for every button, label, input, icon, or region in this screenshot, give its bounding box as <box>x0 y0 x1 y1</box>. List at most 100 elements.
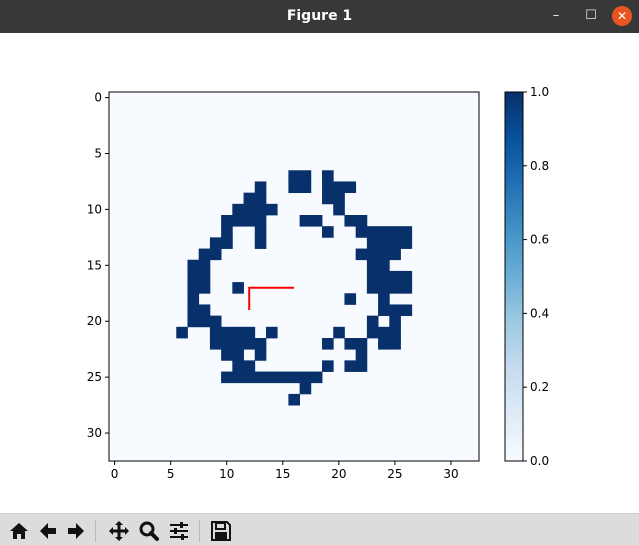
occupied-cell <box>221 338 233 350</box>
occupied-cell <box>322 226 334 238</box>
occupied-cell <box>344 181 357 194</box>
occupied-cell <box>187 259 200 272</box>
forward-button[interactable] <box>63 518 89 544</box>
maximize-button[interactable]: ☐ <box>585 8 597 23</box>
save-button[interactable] <box>208 518 234 544</box>
occupied-cell <box>389 315 401 328</box>
colorbar-tick-label: 0.2 <box>530 380 549 394</box>
occupied-cell <box>322 192 334 205</box>
occupied-cell <box>355 226 368 238</box>
occupied-cell <box>299 371 312 384</box>
occupied-cell <box>389 338 401 350</box>
occupied-cell <box>322 170 334 182</box>
y-tick-label: 0 <box>94 91 102 105</box>
pan-button[interactable] <box>106 518 132 544</box>
occupied-cell <box>344 293 357 305</box>
occupied-cell <box>254 192 267 205</box>
occupied-cell <box>254 371 267 384</box>
zoom-button[interactable] <box>136 518 162 544</box>
y-tick-label: 10 <box>87 202 102 216</box>
occupied-cell <box>400 304 413 317</box>
x-tick-label: 0 <box>111 467 119 481</box>
occupied-cell <box>378 270 390 283</box>
occupied-cell <box>310 215 323 227</box>
occupied-cell <box>232 282 244 294</box>
close-button[interactable]: ✕ <box>612 6 632 26</box>
y-tick-label: 25 <box>87 370 102 384</box>
occupied-cell <box>288 371 300 384</box>
occupied-cell <box>400 237 413 249</box>
occupied-cell <box>232 371 244 384</box>
colorbar-tick-label: 0.0 <box>530 454 549 468</box>
occupied-cell <box>310 371 323 384</box>
occupied-cell <box>288 170 300 182</box>
occupied-cell <box>378 237 390 249</box>
plot-frame <box>108 91 480 462</box>
occupied-cell <box>176 326 188 339</box>
occupied-cell <box>389 282 401 294</box>
occupied-cell <box>299 181 312 194</box>
y-tick-label: 20 <box>87 314 102 328</box>
occupied-cell <box>322 338 334 350</box>
occupied-cell <box>366 315 379 328</box>
path-line <box>248 286 294 310</box>
occupied-cell <box>366 282 379 294</box>
floppy-icon <box>211 521 231 541</box>
y-tick-label: 30 <box>87 426 102 440</box>
occupied-cell <box>254 338 267 350</box>
occupied-cell <box>366 226 379 238</box>
minimize-button[interactable]: – <box>552 8 560 23</box>
occupied-cell <box>187 304 200 317</box>
occupied-cell <box>187 270 200 283</box>
y-tick-label: 15 <box>87 258 102 272</box>
colorbar-tick-label: 0.6 <box>530 233 549 247</box>
title-bar: Figure 1 – ☐ ✕ <box>0 0 639 33</box>
occupied-cell <box>389 237 401 249</box>
home-icon <box>10 523 28 539</box>
window-title: Figure 1 <box>286 8 353 24</box>
occupied-cell <box>366 259 379 272</box>
occupied-cell <box>265 203 278 216</box>
configure-button[interactable] <box>166 518 192 544</box>
home-button[interactable] <box>6 518 32 544</box>
y-tick-label: 5 <box>94 147 102 161</box>
occupied-cell <box>366 248 379 261</box>
occupied-cell <box>344 215 357 227</box>
arrow-right-icon <box>68 523 84 539</box>
occupied-cell <box>254 203 267 216</box>
occupied-cell <box>232 215 244 227</box>
occupied-cell <box>232 360 244 372</box>
occupied-cell <box>378 304 390 317</box>
occupied-cell <box>378 282 390 294</box>
figure-canvas[interactable]: 0 5 10 15 20 25 30 0 5 10 15 20 25 30 0.0 0.2 0.4 0.6 0.8 1… <box>0 33 639 513</box>
occupied-cell <box>198 315 211 328</box>
occupied-cell <box>378 326 390 339</box>
navigation-toolbar <box>0 513 639 545</box>
occupied-cell <box>355 349 368 361</box>
back-button[interactable] <box>35 518 61 544</box>
occupied-cell <box>333 326 345 339</box>
occupied-cell <box>299 215 312 227</box>
occupied-cell <box>243 371 256 384</box>
occupied-cell <box>344 360 357 372</box>
occupied-cell <box>389 226 401 238</box>
colorbar-tick-label: 1.0 <box>530 85 549 99</box>
occupied-cell <box>378 248 390 261</box>
occupied-cell <box>232 349 244 361</box>
occupied-cell <box>232 326 244 339</box>
occupied-cell <box>232 203 244 216</box>
occupied-cell <box>243 192 256 205</box>
occupied-cell <box>355 215 368 227</box>
occupied-cell <box>299 382 312 395</box>
occupied-cell <box>299 170 312 182</box>
toolbar-separator <box>199 520 200 542</box>
occupied-cell <box>389 248 401 261</box>
occupied-cell <box>198 259 211 272</box>
x-tick-label: 10 <box>219 467 234 481</box>
occupied-cell <box>209 338 222 350</box>
occupied-cell <box>265 371 278 384</box>
x-tick-label: 15 <box>275 467 290 481</box>
occupied-cell <box>400 270 413 283</box>
x-tick-label: 30 <box>443 467 458 481</box>
occupied-cell <box>400 282 413 294</box>
